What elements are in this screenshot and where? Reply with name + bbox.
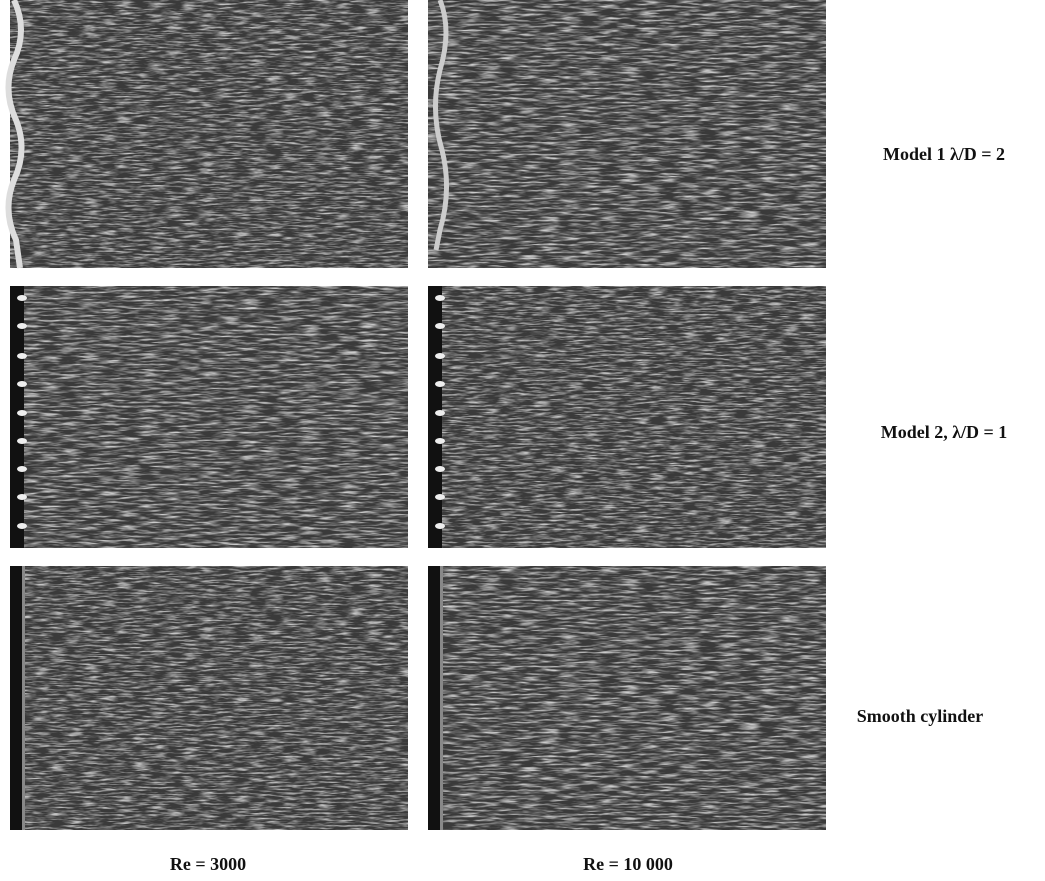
photo-texture (428, 286, 826, 548)
column-label: Re = 3000 (170, 854, 246, 874)
cylinder-edge (440, 566, 443, 830)
cylinder (428, 286, 442, 548)
row-label: Model 1 λ/D = 2 (883, 144, 1005, 164)
cylinder (10, 566, 22, 830)
cylinder-bumps (17, 295, 445, 529)
cylinder (10, 286, 24, 548)
column-label: Re = 10 000 (583, 854, 673, 874)
photo-texture (10, 0, 408, 268)
photo-texture (428, 0, 826, 268)
row-label: Model 2, λ/D = 1 (881, 422, 1008, 442)
row-label: Smooth cylinder (857, 706, 984, 726)
cylinder (428, 566, 440, 830)
photo-texture (428, 566, 826, 830)
cylinder-edge (5, 0, 25, 269)
cylinder-edge (22, 566, 25, 830)
panels (5, 0, 826, 830)
photo-texture (10, 566, 408, 830)
cylinder-edge (433, 0, 449, 251)
photo-texture (10, 286, 408, 548)
